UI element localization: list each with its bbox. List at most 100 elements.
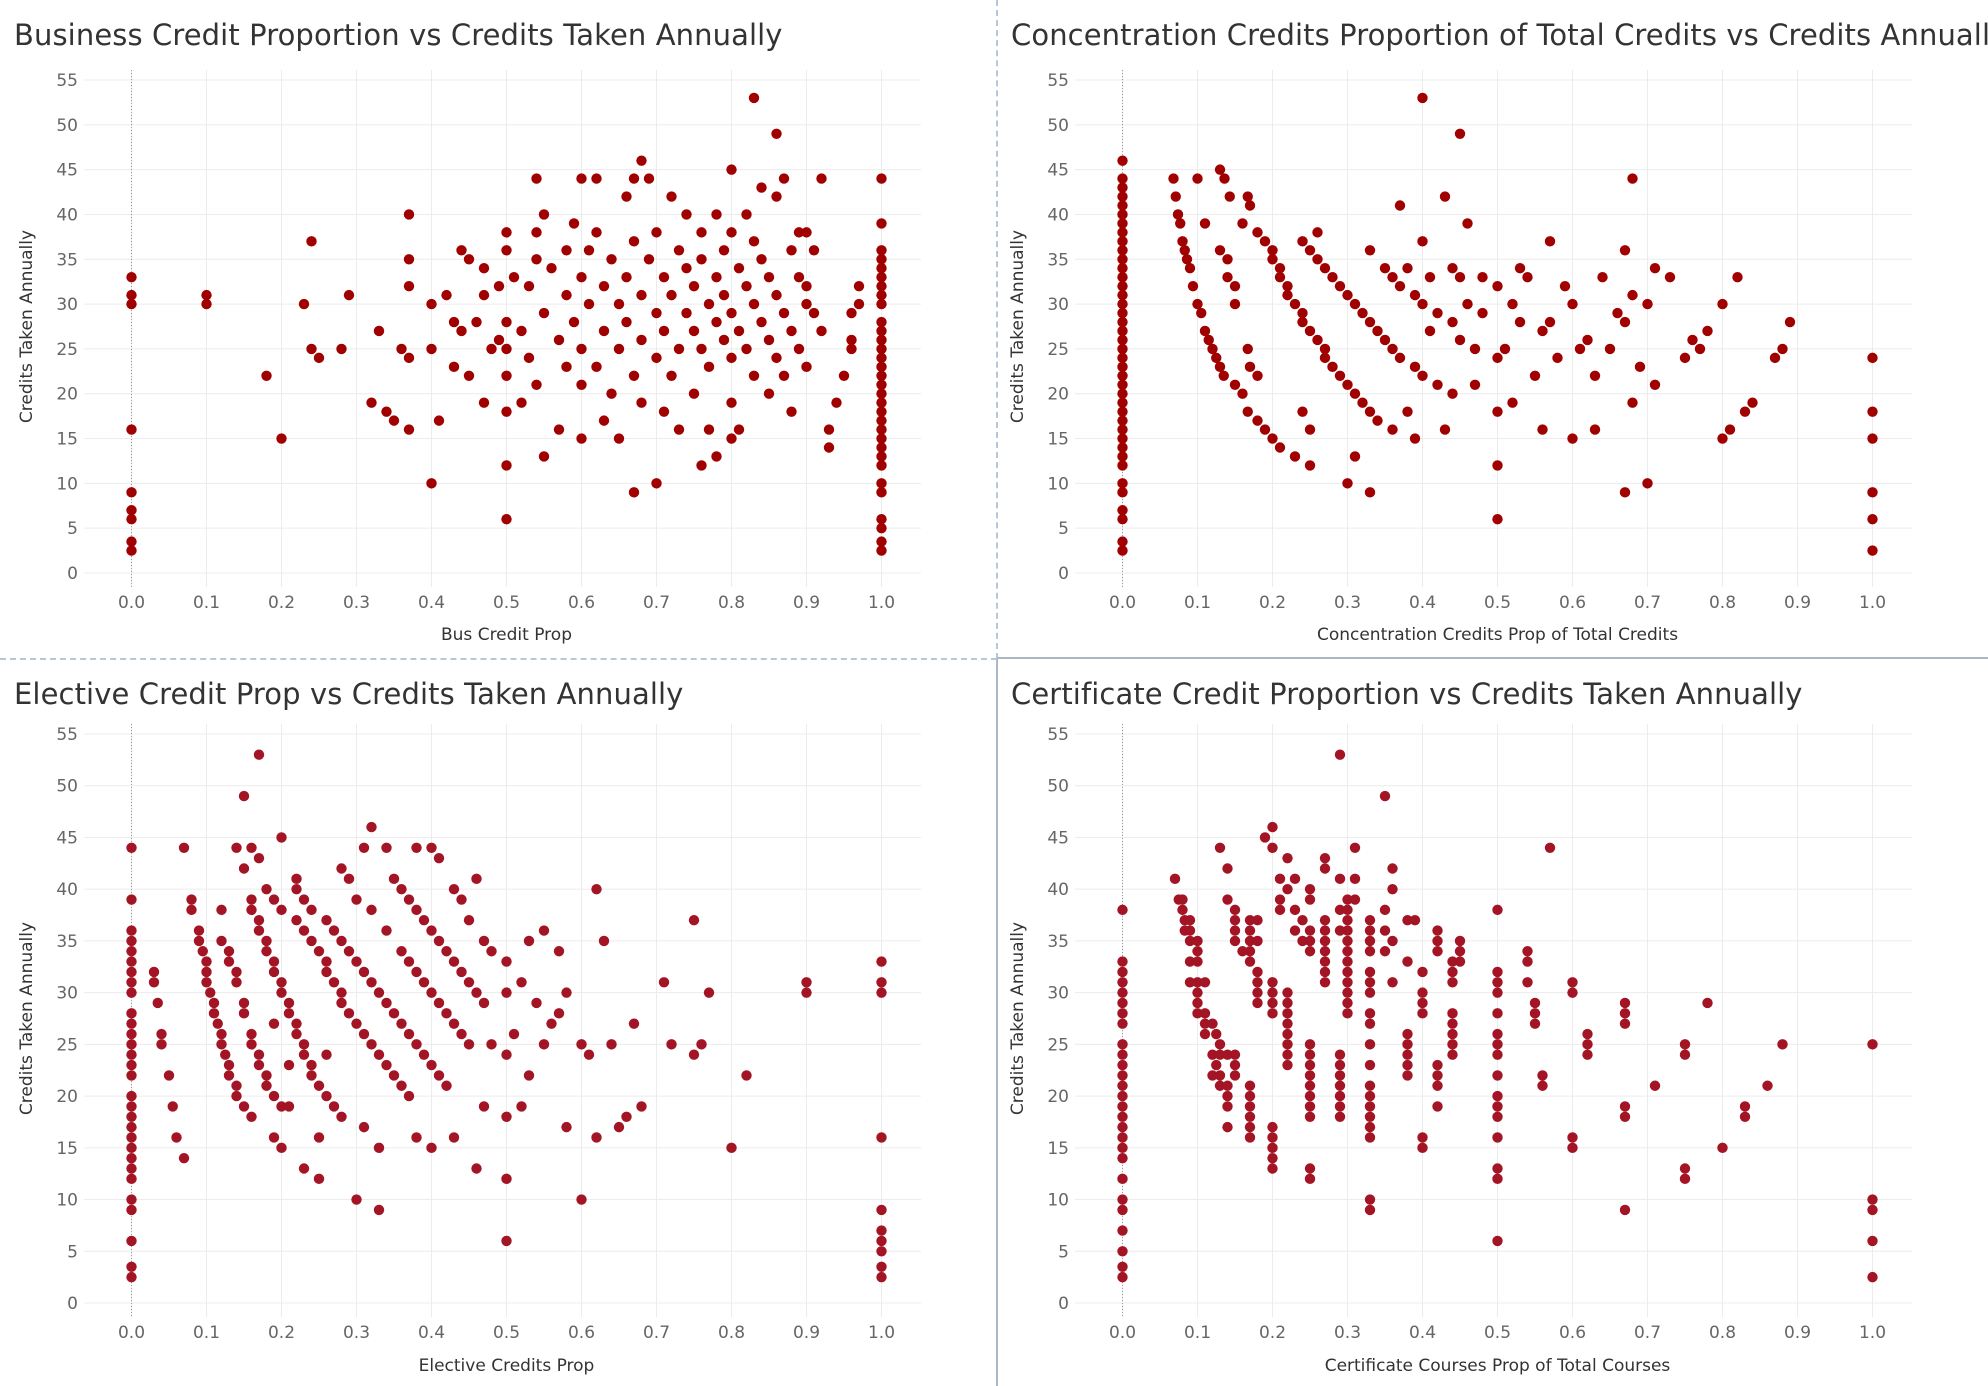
y-tick-label: 10 bbox=[1047, 1191, 1069, 1211]
data-point bbox=[1170, 191, 1181, 202]
data-point bbox=[1117, 1204, 1128, 1216]
data-point bbox=[336, 1111, 347, 1122]
data-point bbox=[208, 997, 220, 1009]
y-tick-label: 55 bbox=[56, 71, 78, 91]
data-point bbox=[1192, 173, 1203, 184]
data-point bbox=[1237, 946, 1248, 957]
data-point bbox=[1214, 245, 1226, 256]
data-point bbox=[1364, 1090, 1376, 1102]
data-point bbox=[1769, 352, 1781, 364]
data-point bbox=[1184, 915, 1196, 926]
data-point bbox=[246, 842, 257, 853]
data-point bbox=[1117, 997, 1128, 1009]
data-point bbox=[1319, 935, 1331, 947]
data-point bbox=[1117, 1225, 1128, 1236]
x-tick-label: 0.8 bbox=[1709, 593, 1736, 613]
data-point bbox=[1334, 1111, 1346, 1122]
data-point bbox=[756, 182, 767, 193]
data-point bbox=[1717, 298, 1728, 310]
data-point bbox=[1237, 218, 1248, 229]
data-point bbox=[1117, 272, 1128, 283]
data-point bbox=[576, 272, 587, 283]
data-point bbox=[396, 1080, 407, 1091]
data-point bbox=[876, 1204, 887, 1216]
data-point bbox=[1229, 935, 1241, 947]
data-point bbox=[1312, 227, 1323, 238]
data-point bbox=[1454, 334, 1466, 346]
data-point bbox=[1619, 1008, 1631, 1019]
data-point bbox=[1117, 200, 1128, 211]
data-point bbox=[621, 316, 632, 328]
data-point bbox=[876, 361, 887, 373]
data-point bbox=[1222, 1080, 1233, 1091]
data-point bbox=[403, 956, 415, 967]
data-point bbox=[553, 424, 565, 435]
data-point bbox=[126, 1028, 137, 1040]
data-point bbox=[1187, 280, 1199, 292]
data-point bbox=[876, 406, 887, 417]
data-point bbox=[1229, 280, 1241, 292]
data-point bbox=[1304, 1173, 1316, 1185]
data-point bbox=[1222, 1121, 1233, 1133]
data-point bbox=[1211, 1059, 1222, 1071]
x-tick-label: 1.0 bbox=[1859, 593, 1886, 613]
data-point bbox=[328, 977, 340, 988]
x-tick-label: 0.0 bbox=[118, 593, 145, 613]
data-point bbox=[1642, 478, 1653, 489]
data-point bbox=[696, 343, 707, 355]
data-point bbox=[763, 272, 775, 283]
x-axis-label: Concentration Credits Prop of Total Cred… bbox=[1317, 625, 1678, 645]
data-point bbox=[1402, 1070, 1413, 1081]
panel-divider bbox=[996, 0, 998, 659]
data-point bbox=[501, 987, 512, 998]
data-point bbox=[321, 1090, 332, 1102]
data-point bbox=[1349, 388, 1361, 399]
data-point bbox=[306, 236, 317, 247]
data-point bbox=[1252, 415, 1263, 426]
data-point bbox=[568, 218, 580, 229]
x-tick-label: 0.4 bbox=[1409, 1323, 1436, 1343]
x-tick-label: 0.6 bbox=[568, 1323, 595, 1343]
data-point bbox=[876, 325, 887, 337]
data-point bbox=[726, 397, 737, 408]
data-point bbox=[636, 1101, 647, 1112]
data-point bbox=[403, 352, 415, 364]
data-point bbox=[336, 935, 347, 947]
data-point bbox=[1222, 1049, 1233, 1060]
data-point bbox=[876, 379, 887, 390]
data-point bbox=[373, 325, 385, 337]
data-point bbox=[220, 1049, 231, 1060]
data-point bbox=[1342, 977, 1353, 988]
data-point bbox=[778, 370, 790, 381]
data-point bbox=[343, 946, 355, 957]
data-point bbox=[126, 935, 137, 947]
data-point bbox=[583, 298, 595, 310]
data-point bbox=[1529, 370, 1541, 381]
data-point bbox=[1168, 173, 1179, 184]
data-point bbox=[1604, 343, 1616, 355]
data-point bbox=[673, 424, 685, 435]
data-point bbox=[463, 977, 475, 988]
data-point bbox=[433, 935, 445, 947]
data-point bbox=[283, 997, 295, 1009]
data-point bbox=[1432, 307, 1443, 319]
data-point bbox=[276, 904, 287, 916]
data-point bbox=[1432, 1101, 1443, 1112]
data-point bbox=[268, 1132, 280, 1143]
data-point bbox=[306, 904, 317, 916]
data-point bbox=[1492, 514, 1503, 525]
data-point bbox=[1529, 1008, 1541, 1019]
data-point bbox=[403, 1028, 415, 1040]
data-point bbox=[1117, 352, 1128, 364]
data-point bbox=[1679, 1039, 1691, 1050]
data-point bbox=[846, 334, 857, 346]
chart-panel-concentration: Concentration Credits Proportion of Tota… bbox=[997, 0, 1988, 659]
data-point bbox=[253, 1059, 265, 1071]
data-point bbox=[1402, 1049, 1413, 1060]
data-point bbox=[1364, 1132, 1376, 1143]
data-point bbox=[306, 343, 317, 355]
x-tick-label: 0.2 bbox=[1259, 1323, 1286, 1343]
data-point bbox=[1507, 298, 1518, 310]
data-point bbox=[1244, 200, 1256, 211]
data-point bbox=[1304, 1049, 1316, 1060]
